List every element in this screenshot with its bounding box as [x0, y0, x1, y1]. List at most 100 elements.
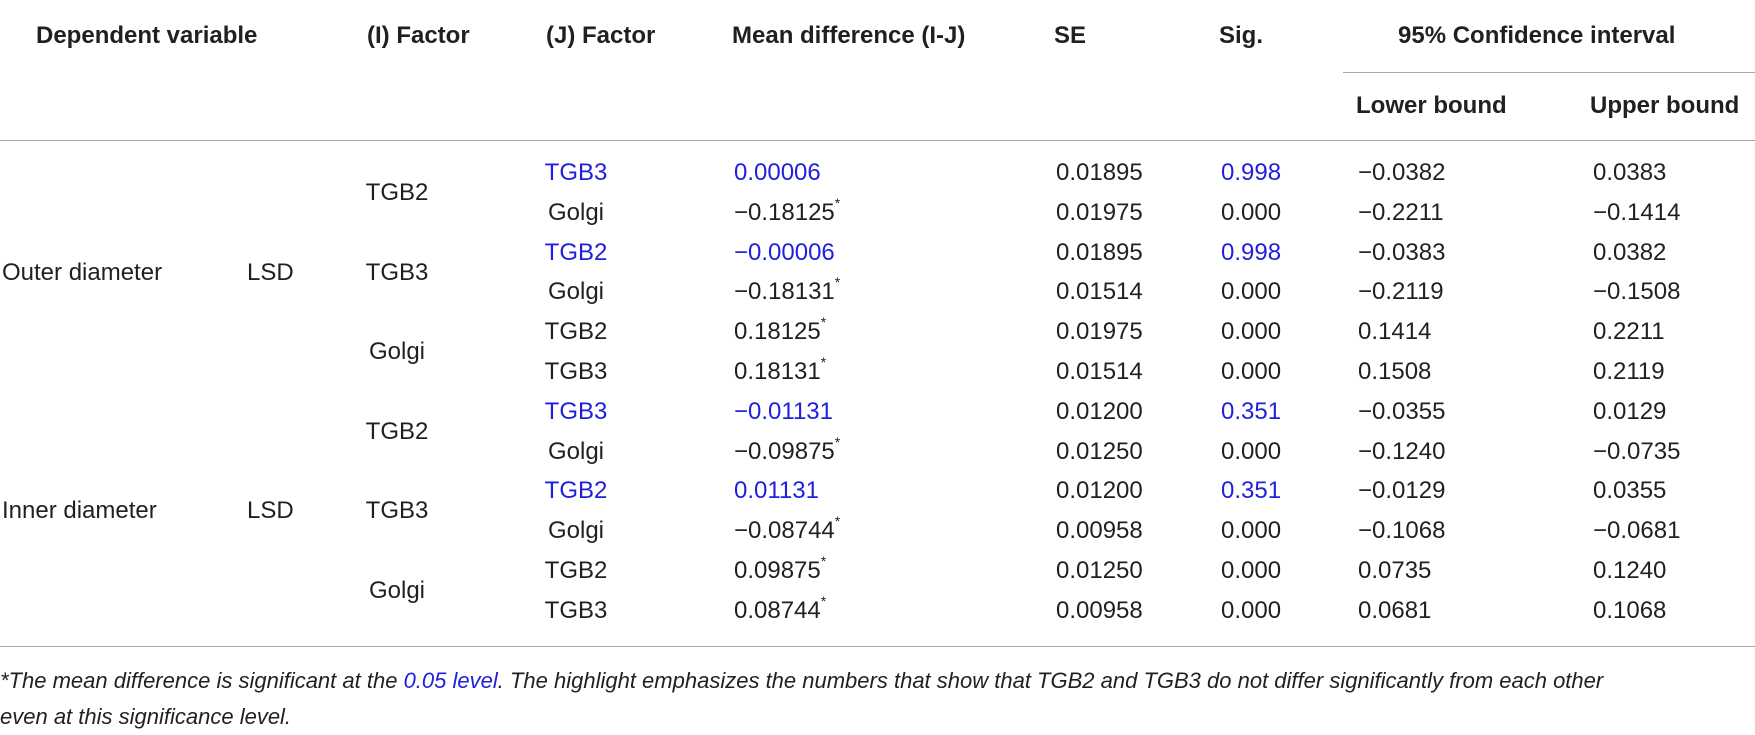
test-cell: LSD	[247, 258, 294, 286]
sig-cell: 0.000	[1221, 278, 1282, 306]
footnote-link[interactable]: 0.05 level	[403, 668, 498, 693]
mean-difference-cell: 0.08744*	[734, 594, 826, 625]
mean-difference-value: −0.01131	[734, 397, 833, 425]
upper-bound-cell: −0.0681	[1593, 517, 1681, 545]
table-bottom-rule	[0, 646, 1755, 647]
header-sig: Sig.	[1219, 22, 1264, 49]
header-lower-bound: Lower bound	[1356, 92, 1507, 119]
mean-difference-cell: 0.09875*	[734, 554, 826, 585]
test-cell: LSD	[247, 497, 294, 525]
sig-cell: 0.000	[1221, 437, 1282, 465]
mean-difference-cell: −0.09875*	[734, 435, 840, 466]
footnote-text-2: . The highlight emphasizes the numbers t…	[497, 668, 1604, 693]
j-factor-cell: TGB3	[544, 397, 608, 425]
footnote-text-3: even at this significance level.	[0, 704, 292, 729]
mean-difference-value: 0.00006	[734, 159, 821, 186]
j-factor-cell: Golgi	[547, 437, 605, 465]
j-factor-cell: Golgi	[547, 198, 605, 226]
mean-difference-value: 0.18125	[734, 318, 821, 346]
j-factor-cell: TGB2	[544, 318, 608, 346]
dependent-variable-cell: Outer diameter	[2, 258, 163, 286]
significance-star: *	[834, 274, 841, 291]
se-cell: 0.01895	[1056, 238, 1143, 266]
mean-difference-cell: −0.18131*	[734, 275, 840, 306]
dependent-variable-cell: Inner diameter	[2, 497, 157, 525]
i-factor-cell: Golgi	[368, 576, 426, 604]
i-factor-cell: TGB2	[365, 178, 429, 206]
i-factor-cell: TGB3	[365, 497, 429, 525]
mean-difference-cell: 0.18125*	[734, 315, 826, 346]
se-cell: 0.01200	[1056, 397, 1143, 425]
header-bottom-rule	[0, 140, 1755, 141]
sig-cell: 0.351	[1221, 397, 1282, 425]
i-factor-cell: Golgi	[368, 338, 426, 366]
lower-bound-cell: −0.0355	[1358, 397, 1446, 425]
significance-star: *	[820, 354, 827, 370]
ci-header-rule	[1343, 72, 1755, 73]
upper-bound-cell: 0.1068	[1593, 596, 1667, 624]
mean-difference-value: −0.09875	[734, 437, 835, 465]
se-cell: 0.01514	[1056, 278, 1143, 306]
lower-bound-cell: 0.1508	[1358, 358, 1432, 385]
footnote-text-1: *The mean difference is significant at t…	[0, 668, 404, 693]
significance-star: *	[834, 513, 841, 530]
lower-bound-cell: −0.1240	[1358, 437, 1446, 465]
significance-star: *	[820, 553, 827, 569]
upper-bound-cell: 0.2119	[1593, 358, 1665, 385]
j-factor-cell: TGB3	[544, 596, 608, 624]
mean-difference-value: 0.08744	[734, 596, 821, 624]
se-cell: 0.01250	[1056, 557, 1143, 584]
upper-bound-cell: −0.1508	[1593, 278, 1681, 306]
mean-difference-cell: 0.01131	[734, 477, 819, 505]
sig-cell: 0.998	[1221, 159, 1282, 186]
mean-difference-cell: 0.18131*	[734, 355, 826, 386]
lower-bound-cell: 0.1414	[1358, 318, 1432, 346]
header-upper-bound: Upper bound	[1590, 92, 1740, 119]
upper-bound-cell: 0.0382	[1593, 238, 1667, 266]
sig-cell: 0.000	[1221, 198, 1282, 226]
se-cell: 0.01200	[1056, 477, 1143, 505]
j-factor-cell: TGB3	[544, 358, 608, 385]
mean-difference-value: −0.18131	[734, 278, 835, 306]
header-se: SE	[1054, 22, 1087, 49]
lower-bound-cell: −0.2119	[1358, 278, 1444, 306]
mean-difference-value: −0.08744	[734, 517, 835, 545]
significance-star: *	[834, 194, 841, 211]
mean-difference-value: −0.00006	[734, 238, 835, 266]
lower-bound-cell: −0.0383	[1358, 238, 1446, 266]
lower-bound-cell: 0.0735	[1358, 557, 1432, 584]
upper-bound-cell: 0.0129	[1593, 397, 1667, 425]
se-cell: 0.00958	[1056, 596, 1143, 624]
sig-cell: 0.000	[1221, 517, 1282, 545]
j-factor-cell: TGB3	[544, 159, 608, 186]
header-j-factor: (J) Factor	[546, 22, 656, 49]
upper-bound-cell: 0.1240	[1593, 557, 1667, 584]
se-cell: 0.01514	[1056, 358, 1143, 385]
se-cell: 0.01250	[1056, 437, 1143, 465]
lower-bound-cell: −0.1068	[1358, 517, 1446, 545]
header-mean-difference: Mean difference (I-J)	[732, 22, 966, 49]
sig-cell: 0.000	[1221, 358, 1282, 385]
sig-cell: 0.000	[1221, 596, 1282, 624]
upper-bound-cell: 0.0383	[1593, 159, 1667, 186]
sig-cell: 0.000	[1221, 318, 1282, 346]
j-factor-cell: TGB2	[544, 477, 608, 505]
j-factor-cell: TGB2	[544, 557, 608, 584]
j-factor-cell: Golgi	[547, 517, 605, 545]
se-cell: 0.00958	[1056, 517, 1143, 545]
mean-difference-value: 0.18131	[734, 358, 821, 385]
mean-difference-cell: −0.08744*	[734, 514, 840, 545]
se-cell: 0.01895	[1056, 159, 1143, 186]
mean-difference-value: −0.18125	[734, 198, 835, 226]
i-factor-cell: TGB2	[365, 417, 429, 445]
se-cell: 0.01975	[1056, 318, 1143, 346]
sig-cell: 0.000	[1221, 557, 1282, 584]
upper-bound-cell: −0.0735	[1593, 437, 1681, 465]
mean-difference-cell: 0.00006	[734, 159, 821, 187]
significance-star: *	[820, 314, 827, 331]
lower-bound-cell: −0.2211	[1358, 198, 1444, 226]
header-i-factor: (I) Factor	[367, 22, 470, 49]
lower-bound-cell: 0.0681	[1358, 596, 1432, 624]
header-confidence-interval: 95% Confidence interval	[1398, 22, 1676, 49]
significance-star: *	[820, 592, 827, 609]
